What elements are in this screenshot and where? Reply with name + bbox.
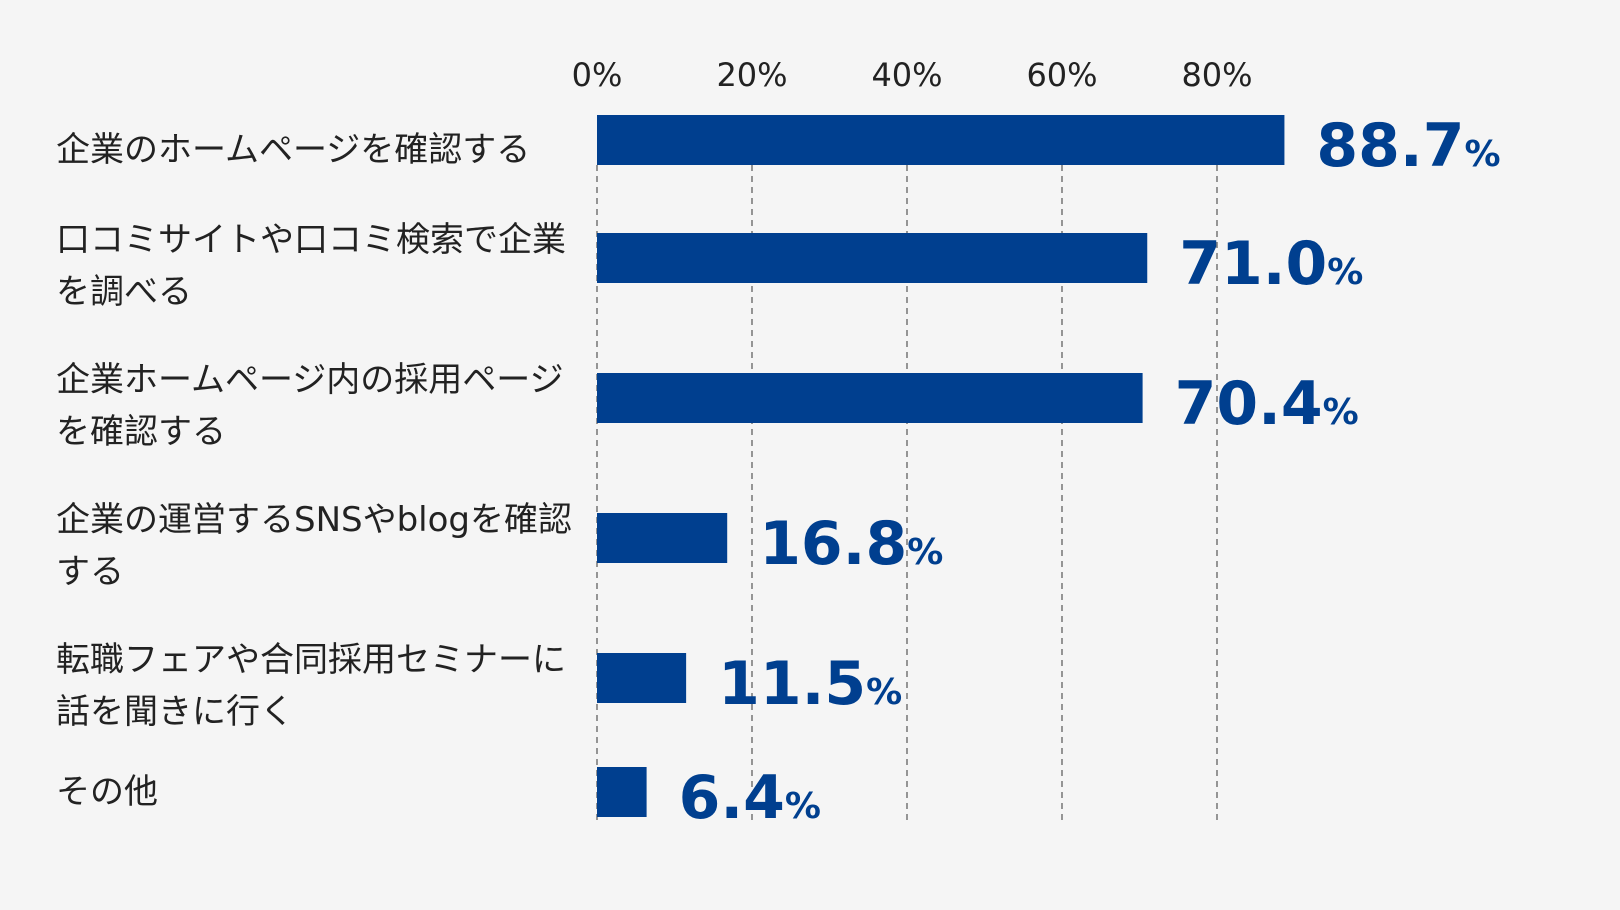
category-label: その他 [56,772,158,812]
bar [597,513,728,563]
x-tick-label: 80% [1181,56,1252,94]
value-label: 6.4% [679,763,821,833]
category-label: 転職フェアや合同採用セミナーに話を聞きに行く [56,640,566,732]
x-tick-label: 20% [716,56,787,94]
value-label: 16.8% [759,509,943,579]
bar [597,115,1285,165]
bar [597,767,647,817]
value-label: 88.7% [1316,111,1500,181]
category-label: 企業の運営するSNSやblogを確認する [56,500,573,592]
x-tick-label: 0% [572,56,623,94]
value-label: 11.5% [718,649,902,719]
bar [597,653,687,703]
x-tick-label: 60% [1026,56,1097,94]
category-label: 口コミサイトや口コミ検索で企業を調べる [56,220,566,312]
value-label: 70.4% [1175,369,1359,439]
x-tick-label: 40% [871,56,942,94]
value-label: 71.0% [1179,229,1363,299]
category-label: 企業ホームページ内の採用ページを確認する [56,360,564,452]
bar [597,233,1148,283]
bar [597,373,1143,423]
category-label: 企業のホームページを確認する [56,130,531,170]
